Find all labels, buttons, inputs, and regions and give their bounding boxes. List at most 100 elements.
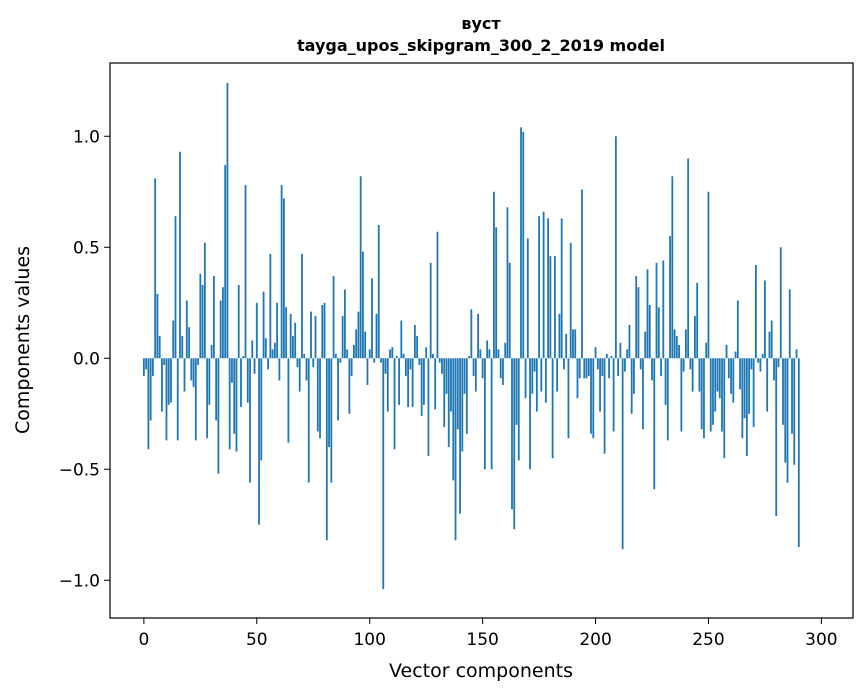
- bar-component-288: [793, 358, 796, 465]
- bar-component-87: [339, 358, 342, 363]
- bar-component-266: [743, 358, 746, 419]
- bar-component-166: [517, 358, 520, 461]
- bar-component-250: [707, 191, 710, 359]
- bar-component-90: [346, 349, 349, 359]
- bar-component-97: [362, 251, 364, 359]
- bar-component-25: [199, 273, 202, 359]
- bar-component-194: [581, 189, 583, 359]
- bar-component-276: [766, 358, 769, 412]
- bar-component-60: [278, 358, 281, 381]
- bar-component-10: [165, 358, 168, 441]
- bar-component-133: [443, 358, 446, 428]
- bar-component-253: [714, 358, 717, 412]
- bar-component-125: [425, 347, 428, 359]
- bar-component-243: [691, 358, 694, 392]
- bar-component-124: [423, 358, 425, 405]
- bar-component-177: [542, 211, 545, 359]
- y-axis-ticks: −1.0 −0.5 0.0 0.5 1.0: [59, 127, 110, 591]
- bar-component-283: [782, 358, 784, 425]
- bar-component-145: [470, 309, 473, 359]
- bar-component-285: [786, 358, 789, 483]
- bar-component-224: [648, 304, 651, 359]
- bar-component-91: [348, 358, 351, 414]
- bar-component-3: [149, 358, 152, 421]
- bar-component-216: [630, 358, 633, 414]
- chart-subtitle: tayga_upos_skipgram_300_2_2019 model: [297, 36, 665, 55]
- bar-component-167: [520, 127, 522, 359]
- bar-component-255: [718, 358, 721, 399]
- bar-component-132: [441, 358, 443, 374]
- bar-component-93: [353, 344, 355, 359]
- bar-component-95: [357, 311, 360, 359]
- bar-component-112: [395, 356, 398, 359]
- bar-component-184: [558, 313, 561, 359]
- bar-component-79: [321, 304, 324, 359]
- bar-component-50: [255, 302, 258, 359]
- bar-component-168: [522, 131, 525, 359]
- bar-component-38: [228, 358, 231, 450]
- bar-component-185: [560, 218, 563, 359]
- bar-component-15: [176, 358, 179, 441]
- bar-component-222: [644, 331, 647, 359]
- bar-component-53: [262, 291, 265, 359]
- bar-component-213: [624, 358, 626, 372]
- bar-component-259: [727, 358, 730, 379]
- bar-component-190: [572, 329, 574, 359]
- bar-component-123: [420, 358, 423, 416]
- bar-component-154: [490, 358, 493, 470]
- bar-component-114: [400, 320, 403, 359]
- bar-component-110: [391, 347, 394, 359]
- bar-component-227: [655, 262, 658, 359]
- bar-component-107: [384, 358, 387, 374]
- bar-component-179: [547, 218, 550, 359]
- bar-component-136: [450, 358, 452, 412]
- bar-component-5: [154, 178, 157, 359]
- bar-component-244: [694, 316, 696, 359]
- bar-component-14: [174, 216, 177, 359]
- bar-component-169: [524, 358, 527, 399]
- bar-component-128: [432, 353, 434, 359]
- bar-component-277: [768, 331, 771, 359]
- bar-component-218: [635, 276, 638, 359]
- bar-component-131: [438, 358, 441, 363]
- bar-component-230: [662, 260, 665, 359]
- bar-component-155: [493, 191, 495, 359]
- bar-component-84: [332, 276, 335, 359]
- bar-component-254: [716, 358, 719, 392]
- bar-component-241: [687, 158, 690, 359]
- bar-component-221: [642, 358, 644, 430]
- bar-component-63: [285, 307, 288, 359]
- bar-component-252: [712, 358, 714, 425]
- bar-component-77: [316, 358, 319, 432]
- bar-component-152: [486, 340, 489, 359]
- bar-component-138: [454, 358, 457, 541]
- bar-component-149: [479, 349, 482, 359]
- bar-component-197: [587, 358, 590, 377]
- bar-component-164: [513, 358, 516, 530]
- bar-component-120: [413, 324, 416, 359]
- bar-component-249: [705, 342, 708, 359]
- bar-component-264: [739, 358, 741, 390]
- bar-component-103: [375, 313, 378, 359]
- bar-component-59: [276, 302, 279, 359]
- bar-component-142: [463, 358, 466, 394]
- bar-component-16: [179, 151, 181, 359]
- bar-component-189: [569, 242, 572, 359]
- bar-component-260: [730, 358, 732, 394]
- bar-component-20: [188, 327, 190, 359]
- bar-component-130: [436, 231, 439, 359]
- bar-component-36: [224, 165, 227, 359]
- bar-component-223: [646, 269, 649, 359]
- bar-component-153: [488, 349, 491, 359]
- bar-component-86: [337, 358, 339, 421]
- bar-component-31: [212, 276, 215, 359]
- bar-component-267: [745, 358, 748, 456]
- bar-component-242: [689, 358, 692, 370]
- bar-component-116: [404, 358, 407, 377]
- bar-component-122: [418, 358, 421, 365]
- bar-component-73: [307, 358, 310, 483]
- bar-component-162: [508, 262, 511, 359]
- y-tick-label: 0.0: [73, 349, 100, 369]
- bar-component-210: [617, 358, 620, 377]
